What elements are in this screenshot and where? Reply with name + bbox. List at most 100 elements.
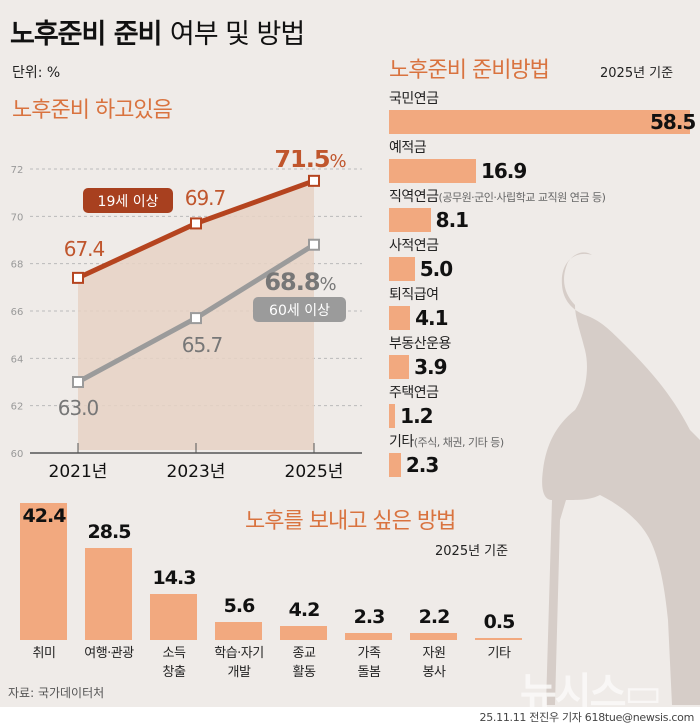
title-light: 여부 및 방법 (169, 19, 305, 50)
title-bold: 노후준비 준비 (10, 19, 162, 50)
data-label: 67.4 (64, 237, 105, 261)
category-line: 종교 (292, 646, 316, 661)
footer-bar (0, 707, 700, 727)
data-point (72, 271, 84, 284)
vbar-value: 14.3 (152, 566, 197, 589)
unit-label: 단위: % (12, 65, 61, 81)
vbar-category: 여행·관광 (74, 644, 144, 663)
data-point (190, 312, 202, 325)
category-label: 사적연금 (389, 238, 439, 254)
y-tick-label: 64 (11, 354, 24, 365)
vbar-category: 취미 (9, 644, 79, 663)
vbar (345, 632, 392, 640)
category-line: 취미 (32, 646, 56, 661)
vbar-value: 28.5 (87, 520, 132, 543)
hbar-category: 기타(주식, 채권, 기타 등) (389, 431, 504, 451)
hbar (389, 208, 431, 232)
category-line: 봉사 (422, 665, 446, 680)
y-tick-label: 70 (11, 212, 24, 223)
category-line: 창출 (162, 665, 186, 680)
hbar (389, 404, 396, 428)
hbar-value: 5.0 (419, 257, 453, 281)
vbar-category: 기타 (464, 644, 534, 663)
vbar (20, 503, 67, 640)
hbar-value: 3.9 (414, 355, 447, 379)
y-tick-label: 68 (11, 260, 24, 271)
hbar (389, 355, 410, 379)
credit-label: 25.11.11 전진우 기자 618tue@newsis.com (479, 711, 695, 724)
vbar-value: 42.4 (22, 505, 67, 527)
category-label: 기타 (389, 434, 414, 450)
hbar (389, 306, 411, 330)
data-label: 69.7 (185, 186, 226, 210)
legend-label: 60세 이상 (269, 303, 330, 319)
vbar-value: 4.2 (288, 599, 321, 622)
category-label: 국민연금 (389, 91, 439, 107)
hbar-category: 사적연금 (389, 235, 439, 255)
legend-badge (253, 297, 346, 322)
hbar-category: 국민연금 (389, 88, 439, 108)
hbar-value: 16.9 (480, 159, 527, 183)
data-point (308, 238, 320, 251)
category-line: 기타 (487, 646, 511, 661)
hbar (389, 257, 415, 281)
vbar-value: 5.6 (223, 594, 256, 617)
hbar-value: 4.1 (415, 306, 448, 330)
vbar (410, 632, 457, 640)
category-line: 가족 (357, 646, 381, 661)
vbar-category: 학습·자기 개발 (204, 644, 274, 682)
x-tick-label: 2025년 (285, 462, 344, 482)
hbar (389, 453, 401, 477)
category-label: 직역연금 (389, 189, 439, 205)
category-label: 예적금 (389, 140, 427, 156)
hbar (389, 110, 690, 134)
category-line: 소득 (162, 646, 186, 661)
data-point (72, 376, 84, 388)
category-line: 자원 (422, 646, 446, 661)
category-note: (주식, 채권, 기타 등) (413, 436, 504, 449)
hbar-category: 예적금 (389, 137, 427, 157)
hbar-category: 주택연금 (389, 382, 439, 402)
data-point (308, 174, 320, 187)
line-chart: 60 62 64 66 68 70 72 2021년 2023년 2025년 67.4 69.7 71.… (11, 150, 362, 482)
hbar-chart-title: 노후준비 준비방법 (389, 58, 550, 83)
page-title: 노후준비 준비 여부 및 방법 (10, 12, 305, 51)
vbar (280, 626, 327, 640)
category-line: 여행·관광 (84, 646, 134, 661)
hbar-basis: 2025년 기준 (600, 66, 674, 81)
hbar (389, 159, 476, 183)
category-line: 활동 (292, 665, 316, 680)
y-tick-label: 72 (11, 165, 24, 176)
category-label: 퇴직급여 (389, 287, 439, 303)
vbar-value: 2.2 (418, 605, 451, 628)
data-point (190, 217, 202, 230)
hbar-value: 8.1 (435, 208, 469, 232)
vbar (215, 621, 262, 640)
y-tick-label: 62 (11, 402, 24, 413)
x-tick-label: 2021년 (49, 462, 108, 482)
category-line: 돌봄 (357, 665, 381, 680)
vbar-chart-title: 노후를 보내고 싶은 방법 (245, 509, 456, 534)
category-label: 주택연금 (389, 385, 439, 401)
hbar-category: 부동산운용 (389, 333, 451, 353)
vbar (150, 593, 197, 640)
category-line: 학습·자기 (214, 646, 264, 661)
vbar (475, 638, 522, 640)
hbar-value: 58.5 (650, 110, 696, 134)
category-label: 부동산운용 (389, 336, 451, 352)
category-note: (공무원·군인·사립학교 교직원 연금 등) (438, 191, 606, 204)
y-tick-label: 66 (11, 307, 24, 318)
legend-badge (83, 188, 173, 213)
source-label: 자료: 국가데이터처 (8, 686, 105, 700)
hbar-category: 직역연금(공무원·군인·사립학교 교직원 연금 등) (389, 186, 606, 206)
legend-label: 19세 이상 (98, 194, 159, 210)
hbar-value: 1.2 (400, 404, 433, 428)
data-label: 71.5% (274, 150, 346, 173)
data-label: 63.0 (58, 396, 99, 420)
vbar-basis: 2025년 기준 (435, 544, 509, 559)
